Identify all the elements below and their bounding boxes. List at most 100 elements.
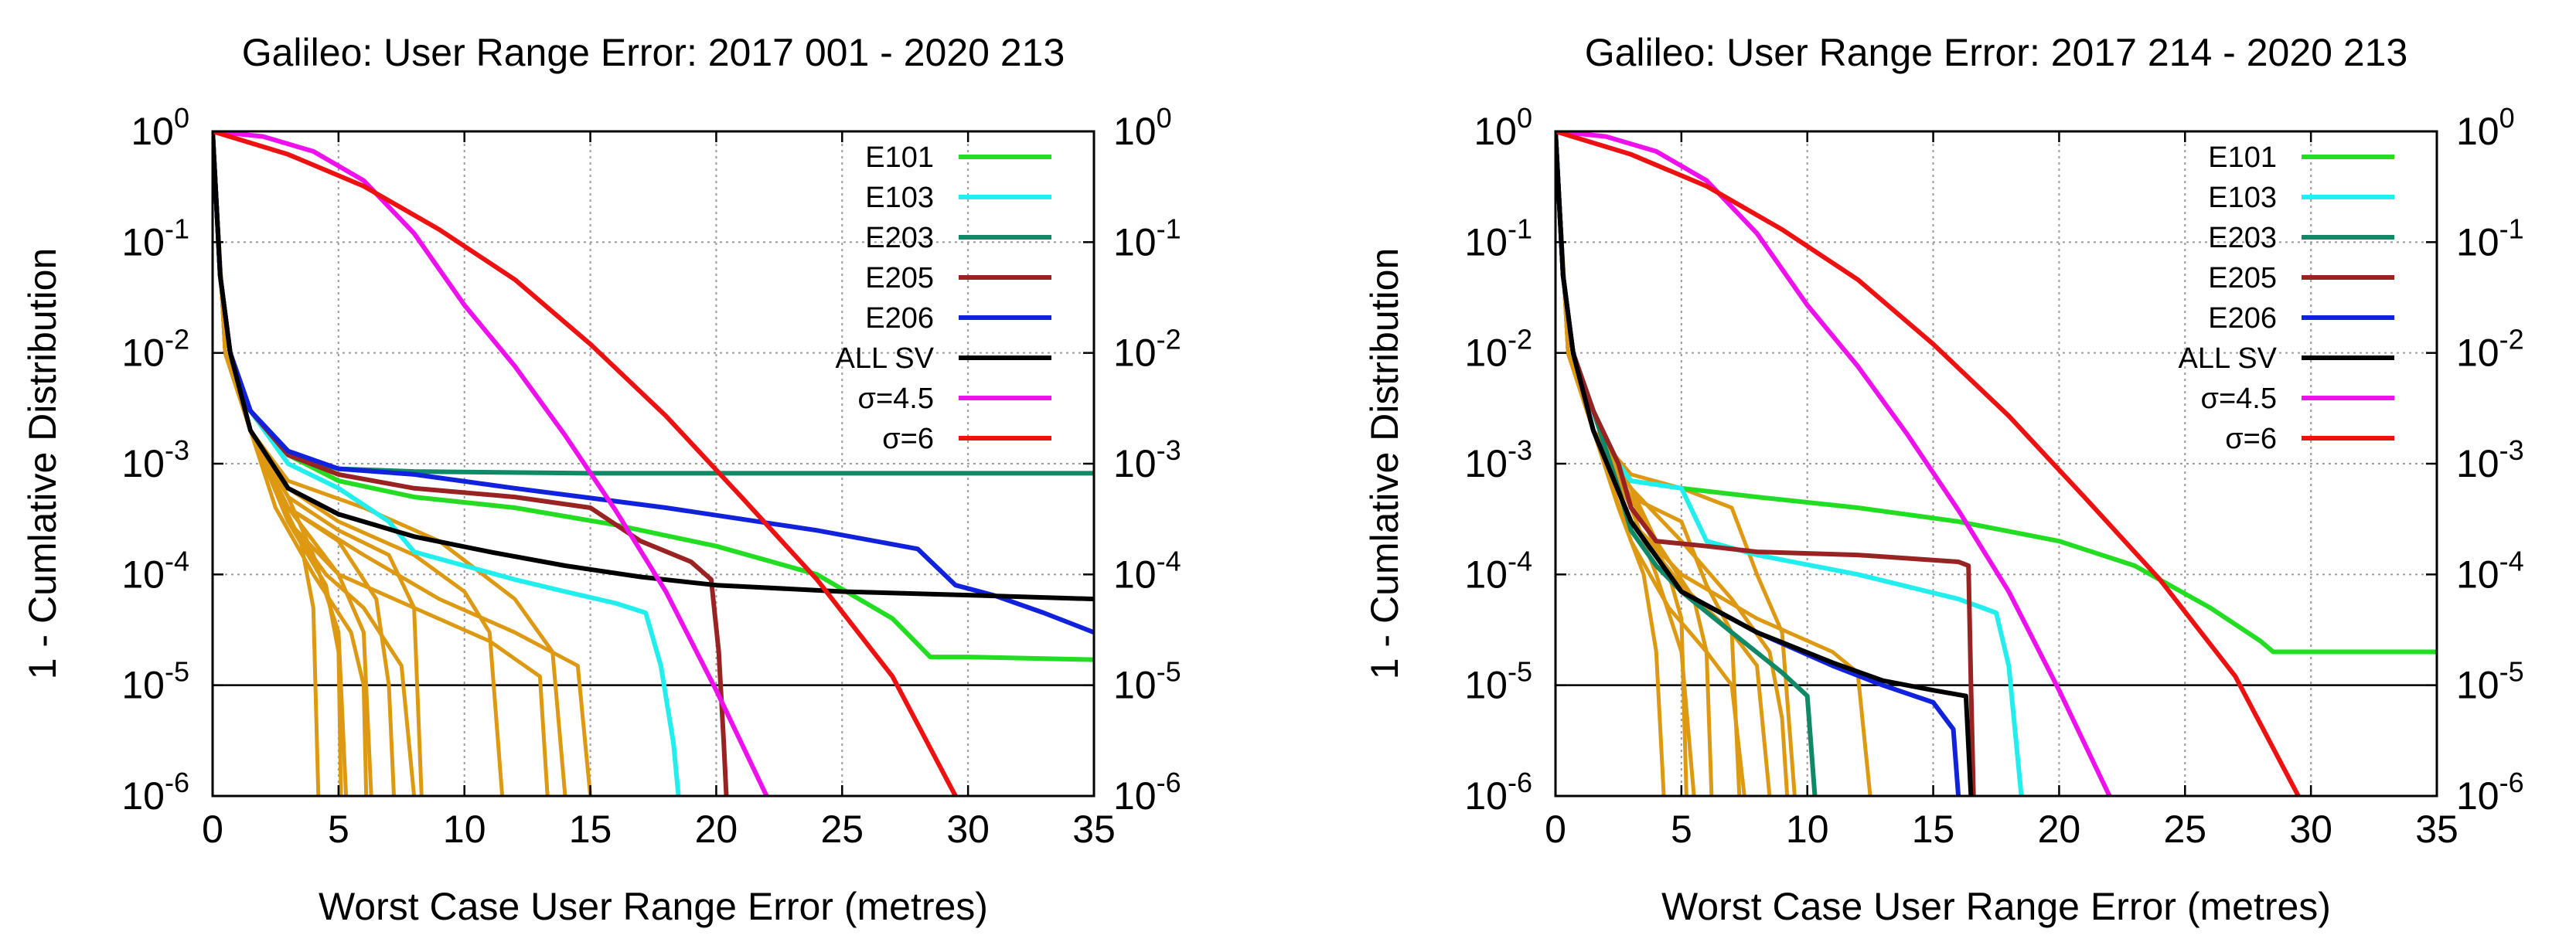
series-line-e203 <box>213 131 1094 476</box>
legend-label: σ=6 <box>2225 423 2277 455</box>
y-tick-base: 10 <box>1464 442 1508 485</box>
y-tick-base: 10 <box>121 664 165 707</box>
y-tick-base: 10 <box>1464 664 1508 707</box>
y-tick-label-right: 10-6 <box>1113 767 1181 818</box>
y-tick-exponent: -3 <box>2499 434 2524 466</box>
y-tick-base: 10 <box>2456 442 2499 485</box>
legend-label: E103 <box>865 182 934 214</box>
y-tick-label-left: 10-3 <box>1464 434 1532 485</box>
y-tick-base: 10 <box>1113 774 1157 818</box>
y-tick-base: 10 <box>1474 110 1517 153</box>
y-tick-exponent: -3 <box>1508 434 1532 466</box>
y-tick-exponent: -4 <box>2499 545 2524 577</box>
y-tick-label-right: 10-4 <box>2456 545 2524 596</box>
x-tick-label: 25 <box>820 808 864 851</box>
y-tick-exponent: -5 <box>2499 656 2524 688</box>
x-tick-label: 5 <box>328 808 349 851</box>
y-tick-label-left: 10-4 <box>121 545 189 596</box>
legend-label: E205 <box>2208 262 2277 294</box>
y-tick-label-left: 10-5 <box>1464 656 1532 707</box>
y-tick-label-right: 10-2 <box>2456 324 2524 375</box>
legend-item: E203 <box>865 222 1051 254</box>
y-tick-base: 10 <box>2456 664 2499 707</box>
x-tick-label: 35 <box>1072 808 1116 851</box>
y-tick-base: 10 <box>1113 553 1157 596</box>
legend-label: σ=6 <box>882 423 934 455</box>
y-tick-label-right: 100 <box>1113 102 1172 153</box>
y-tick-base: 10 <box>1113 110 1157 153</box>
y-tick-exponent: 0 <box>1157 102 1172 134</box>
y-tick-base: 10 <box>121 774 165 818</box>
legend-label: ALL SV <box>2179 342 2278 375</box>
x-tick-label: 20 <box>695 808 738 851</box>
legend-label: E101 <box>2208 141 2277 174</box>
chart-right: Galileo: User Range Error: 2017 214 - 20… <box>1363 31 2524 928</box>
series-group <box>1555 131 2437 796</box>
y-tick-label-right: 10-3 <box>1113 434 1181 485</box>
legend-label: E101 <box>865 141 934 174</box>
y-tick-exponent: 0 <box>1517 102 1532 134</box>
legend-item: σ=4.5 <box>2201 383 2394 415</box>
y-tick-label-left: 10-5 <box>121 656 189 707</box>
legend-label: σ=4.5 <box>858 383 934 415</box>
y-tick-exponent: -3 <box>165 434 189 466</box>
y-tick-base: 10 <box>1113 664 1157 707</box>
x-tick-label: 10 <box>443 808 486 851</box>
legend-item: E205 <box>2208 262 2394 294</box>
y-tick-exponent: -4 <box>1157 545 1181 577</box>
y-tick-exponent: 0 <box>2499 102 2515 134</box>
legend-item: σ=6 <box>882 423 1051 455</box>
series-group <box>213 131 1094 796</box>
y-tick-label-right: 10-1 <box>2456 213 2524 264</box>
y-tick-label-left: 100 <box>131 102 189 153</box>
y-tick-exponent: 0 <box>174 102 189 134</box>
y-tick-base: 10 <box>121 220 165 264</box>
series-line-4-5 <box>1555 131 2112 796</box>
x-tick-label: 30 <box>2289 808 2332 851</box>
series-line-other-satellite <box>1555 131 1714 796</box>
legend-label: E205 <box>865 262 934 294</box>
y-tick-base: 10 <box>2456 553 2499 596</box>
x-tick-label: 15 <box>1912 808 1955 851</box>
legend-label: E203 <box>865 222 934 254</box>
legend-label: E206 <box>2208 302 2277 335</box>
y-tick-exponent: -2 <box>1508 324 1532 355</box>
y-tick-label-left: 100 <box>1474 102 1532 153</box>
y-tick-base: 10 <box>1464 553 1508 596</box>
series-line-4-5 <box>213 131 769 796</box>
y-tick-label-left: 10-1 <box>1464 213 1532 264</box>
x-tick-label: 20 <box>2038 808 2081 851</box>
x-tick-label: 0 <box>202 808 223 851</box>
y-tick-base: 10 <box>131 110 174 153</box>
legend-item: ALL SV <box>2179 342 2394 375</box>
legend-label: E203 <box>2208 222 2277 254</box>
legend-item: E101 <box>2208 141 2394 174</box>
y-tick-label-right: 10-5 <box>1113 656 1181 707</box>
series-line-all-sv <box>213 131 1094 602</box>
chart-title: Galileo: User Range Error: 2017 001 - 20… <box>242 31 1065 74</box>
y-tick-label-right: 10-2 <box>1113 324 1181 375</box>
x-tick-label: 25 <box>2163 808 2206 851</box>
series-line-e206 <box>213 131 1094 635</box>
x-tick-label: 10 <box>1786 808 1829 851</box>
y-tick-label-right: 100 <box>2456 102 2515 153</box>
y-tick-base: 10 <box>1113 332 1157 375</box>
grid <box>1555 131 2437 796</box>
y-tick-base: 10 <box>2456 774 2499 818</box>
legend-item: E206 <box>2208 302 2394 335</box>
y-tick-base: 10 <box>2456 332 2499 375</box>
y-tick-exponent: -4 <box>1508 545 1532 577</box>
x-tick-label: 5 <box>1671 808 1692 851</box>
y-axis-label: 1 - Cumlative Distribution <box>21 248 64 680</box>
legend-item: E103 <box>865 182 1051 214</box>
y-tick-base: 10 <box>1464 774 1508 818</box>
x-tick-label: 35 <box>2415 808 2458 851</box>
x-tick-label: 15 <box>569 808 612 851</box>
y-tick-label-left: 10-1 <box>121 213 189 264</box>
legend: E101 E103 E203 E205 E206 ALL SV σ=4.5 σ=6 <box>2179 141 2394 455</box>
x-axis-label: Worst Case User Range Error (metres) <box>1661 885 2331 928</box>
y-tick-exponent: -1 <box>2499 213 2524 244</box>
y-tick-base: 10 <box>1464 220 1508 264</box>
legend-item: E203 <box>2208 222 2394 254</box>
grid <box>213 131 1094 796</box>
